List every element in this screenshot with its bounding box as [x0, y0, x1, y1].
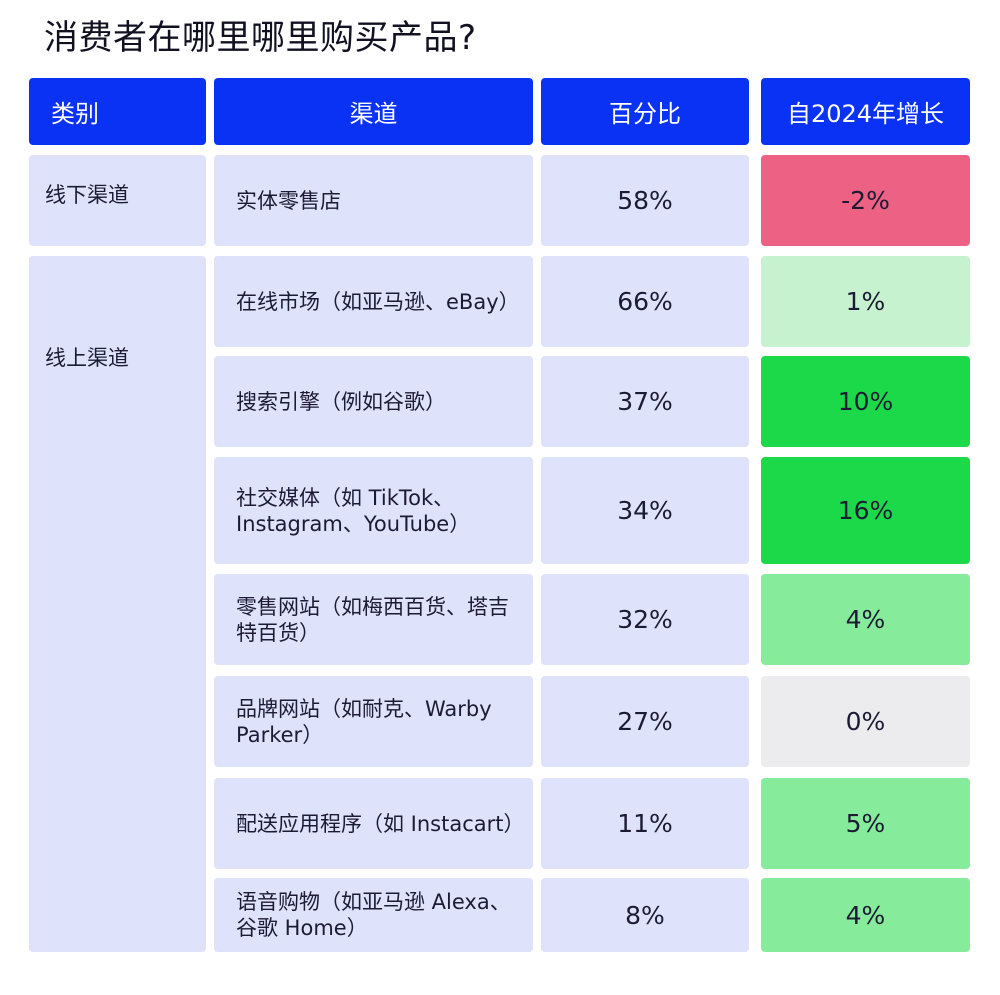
channel-cell: 品牌网站（如耐克、Warby Parker）: [214, 676, 533, 767]
percent-value: 34%: [541, 457, 749, 564]
channel-cell: 实体零售店: [214, 155, 533, 246]
channel-cell: 搜索引擎（例如谷歌）: [214, 356, 533, 447]
percent-value: 58%: [541, 155, 749, 246]
channel-cell: 社交媒体（如 TikTok、Instagram、YouTube）: [214, 457, 533, 564]
percent-value: 8%: [541, 878, 749, 952]
growth-value: 10%: [761, 356, 970, 447]
percent-value: 27%: [541, 676, 749, 767]
header-growth: 自2024年增长: [761, 78, 970, 145]
growth-value: 5%: [761, 778, 970, 869]
growth-value: 1%: [761, 256, 970, 347]
page-title: 消费者在哪里哪里购买产品?: [44, 18, 477, 58]
growth-value: 4%: [761, 878, 970, 952]
percent-value: 11%: [541, 778, 749, 869]
category-offline: 线下渠道: [29, 155, 206, 246]
growth-value: 4%: [761, 574, 970, 665]
header-percent: 百分比: [541, 78, 749, 145]
header-channel: 渠道: [214, 78, 533, 145]
percent-value: 66%: [541, 256, 749, 347]
percent-value: 32%: [541, 574, 749, 665]
category-online: 线上渠道: [29, 256, 206, 952]
channel-cell: 在线市场（如亚马逊、eBay）: [214, 256, 533, 347]
growth-value: 16%: [761, 457, 970, 564]
percent-value: 37%: [541, 356, 749, 447]
header-category: 类别: [29, 78, 206, 145]
channel-cell: 语音购物（如亚马逊 Alexa、谷歌 Home）: [214, 878, 533, 952]
channel-cell: 配送应用程序（如 Instacart）: [214, 778, 533, 869]
growth-value: 0%: [761, 676, 970, 767]
channel-cell: 零售网站（如梅西百货、塔吉特百货）: [214, 574, 533, 665]
growth-value: -2%: [761, 155, 970, 246]
